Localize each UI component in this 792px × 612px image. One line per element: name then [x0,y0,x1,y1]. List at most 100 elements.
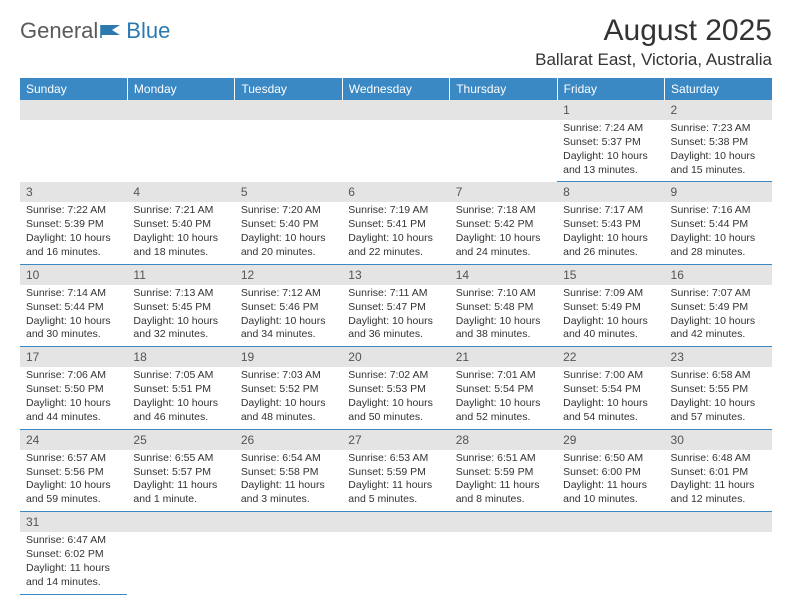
day-number: 9 [665,182,772,202]
day-number: 19 [235,347,342,367]
empty-day [20,100,127,120]
day-number: 4 [127,182,234,202]
calendar-day-cell: 17Sunrise: 7:06 AMSunset: 5:50 PMDayligh… [20,347,127,429]
day-details: Sunrise: 7:13 AMSunset: 5:45 PMDaylight:… [127,285,234,346]
day-details: Sunrise: 6:53 AMSunset: 5:59 PMDaylight:… [342,450,449,511]
calendar-day-cell [235,100,342,182]
sunset-text: Sunset: 5:47 PM [348,301,443,315]
calendar-day-cell: 1Sunrise: 7:24 AMSunset: 5:37 PMDaylight… [557,100,664,182]
day-details: Sunrise: 7:00 AMSunset: 5:54 PMDaylight:… [557,367,664,428]
sunrise-text: Sunrise: 7:13 AM [133,287,228,301]
sunset-text: Sunset: 6:02 PM [26,548,121,562]
sunrise-text: Sunrise: 7:10 AM [456,287,551,301]
sunrise-text: Sunrise: 7:20 AM [241,204,336,218]
daylight-text: Daylight: 10 hours and 18 minutes. [133,232,228,260]
day-number: 27 [342,430,449,450]
daylight-text: Daylight: 10 hours and 48 minutes. [241,397,336,425]
calendar-day-cell: 3Sunrise: 7:22 AMSunset: 5:39 PMDaylight… [20,182,127,264]
day-number: 8 [557,182,664,202]
calendar-day-cell: 20Sunrise: 7:02 AMSunset: 5:53 PMDayligh… [342,347,449,429]
day-number: 5 [235,182,342,202]
daylight-text: Daylight: 10 hours and 52 minutes. [456,397,551,425]
calendar-day-cell [342,512,449,594]
title-block: August 2025 Ballarat East, Victoria, Aus… [535,14,772,70]
daylight-text: Daylight: 11 hours and 1 minute. [133,479,228,507]
sunset-text: Sunset: 5:37 PM [563,136,658,150]
sunrise-text: Sunrise: 6:51 AM [456,452,551,466]
sunset-text: Sunset: 5:59 PM [348,466,443,480]
day-number: 28 [450,430,557,450]
day-number: 6 [342,182,449,202]
sunset-text: Sunset: 5:49 PM [671,301,766,315]
day-number: 22 [557,347,664,367]
calendar-week-row: 10Sunrise: 7:14 AMSunset: 5:44 PMDayligh… [20,264,772,346]
daylight-text: Daylight: 10 hours and 46 minutes. [133,397,228,425]
day-details: Sunrise: 7:10 AMSunset: 5:48 PMDaylight:… [450,285,557,346]
day-details: Sunrise: 7:03 AMSunset: 5:52 PMDaylight:… [235,367,342,428]
day-number: 3 [20,182,127,202]
calendar-day-cell: 27Sunrise: 6:53 AMSunset: 5:59 PMDayligh… [342,429,449,511]
day-details: Sunrise: 6:51 AMSunset: 5:59 PMDaylight:… [450,450,557,511]
day-number: 18 [127,347,234,367]
calendar-week-row: 17Sunrise: 7:06 AMSunset: 5:50 PMDayligh… [20,347,772,429]
calendar-day-cell: 5Sunrise: 7:20 AMSunset: 5:40 PMDaylight… [235,182,342,264]
sunrise-text: Sunrise: 7:02 AM [348,369,443,383]
day-number: 10 [20,265,127,285]
daylight-text: Daylight: 10 hours and 30 minutes. [26,315,121,343]
day-details: Sunrise: 6:50 AMSunset: 6:00 PMDaylight:… [557,450,664,511]
calendar-day-cell: 23Sunrise: 6:58 AMSunset: 5:55 PMDayligh… [665,347,772,429]
daylight-text: Daylight: 11 hours and 3 minutes. [241,479,336,507]
sunset-text: Sunset: 5:52 PM [241,383,336,397]
daylight-text: Daylight: 10 hours and 38 minutes. [456,315,551,343]
sunset-text: Sunset: 5:39 PM [26,218,121,232]
weekday-header: Saturday [665,78,772,100]
day-details: Sunrise: 7:18 AMSunset: 5:42 PMDaylight:… [450,202,557,263]
calendar-day-cell: 16Sunrise: 7:07 AMSunset: 5:49 PMDayligh… [665,264,772,346]
daylight-text: Daylight: 10 hours and 32 minutes. [133,315,228,343]
sunset-text: Sunset: 5:49 PM [563,301,658,315]
sunrise-text: Sunrise: 7:07 AM [671,287,766,301]
sunrise-text: Sunrise: 7:18 AM [456,204,551,218]
day-number: 17 [20,347,127,367]
sunrise-text: Sunrise: 7:09 AM [563,287,658,301]
sunrise-text: Sunrise: 6:54 AM [241,452,336,466]
day-number: 21 [450,347,557,367]
sunrise-text: Sunrise: 7:24 AM [563,122,658,136]
daylight-text: Daylight: 10 hours and 28 minutes. [671,232,766,260]
calendar-day-cell: 28Sunrise: 6:51 AMSunset: 5:59 PMDayligh… [450,429,557,511]
calendar-day-cell: 25Sunrise: 6:55 AMSunset: 5:57 PMDayligh… [127,429,234,511]
daylight-text: Daylight: 10 hours and 22 minutes. [348,232,443,260]
empty-day [342,512,449,532]
calendar-day-cell: 7Sunrise: 7:18 AMSunset: 5:42 PMDaylight… [450,182,557,264]
daylight-text: Daylight: 11 hours and 14 minutes. [26,562,121,590]
sunrise-text: Sunrise: 7:05 AM [133,369,228,383]
day-number: 11 [127,265,234,285]
sunset-text: Sunset: 5:42 PM [456,218,551,232]
day-details: Sunrise: 7:19 AMSunset: 5:41 PMDaylight:… [342,202,449,263]
calendar-day-cell: 22Sunrise: 7:00 AMSunset: 5:54 PMDayligh… [557,347,664,429]
calendar-day-cell: 9Sunrise: 7:16 AMSunset: 5:44 PMDaylight… [665,182,772,264]
calendar-day-cell: 30Sunrise: 6:48 AMSunset: 6:01 PMDayligh… [665,429,772,511]
day-details: Sunrise: 6:55 AMSunset: 5:57 PMDaylight:… [127,450,234,511]
weekday-header: Sunday [20,78,127,100]
sunset-text: Sunset: 5:45 PM [133,301,228,315]
day-number: 15 [557,265,664,285]
day-details: Sunrise: 7:01 AMSunset: 5:54 PMDaylight:… [450,367,557,428]
sunrise-text: Sunrise: 7:23 AM [671,122,766,136]
calendar-day-cell [127,512,234,594]
daylight-text: Daylight: 10 hours and 16 minutes. [26,232,121,260]
calendar-day-cell: 29Sunrise: 6:50 AMSunset: 6:00 PMDayligh… [557,429,664,511]
calendar-day-cell [557,512,664,594]
calendar-day-cell: 6Sunrise: 7:19 AMSunset: 5:41 PMDaylight… [342,182,449,264]
day-details: Sunrise: 7:21 AMSunset: 5:40 PMDaylight:… [127,202,234,263]
calendar-week-row: 31Sunrise: 6:47 AMSunset: 6:02 PMDayligh… [20,512,772,594]
day-details: Sunrise: 7:12 AMSunset: 5:46 PMDaylight:… [235,285,342,346]
empty-day [127,512,234,532]
sunrise-text: Sunrise: 7:19 AM [348,204,443,218]
daylight-text: Daylight: 10 hours and 42 minutes. [671,315,766,343]
sunset-text: Sunset: 5:54 PM [456,383,551,397]
sunrise-text: Sunrise: 6:57 AM [26,452,121,466]
daylight-text: Daylight: 10 hours and 44 minutes. [26,397,121,425]
day-number: 12 [235,265,342,285]
sunrise-text: Sunrise: 7:21 AM [133,204,228,218]
